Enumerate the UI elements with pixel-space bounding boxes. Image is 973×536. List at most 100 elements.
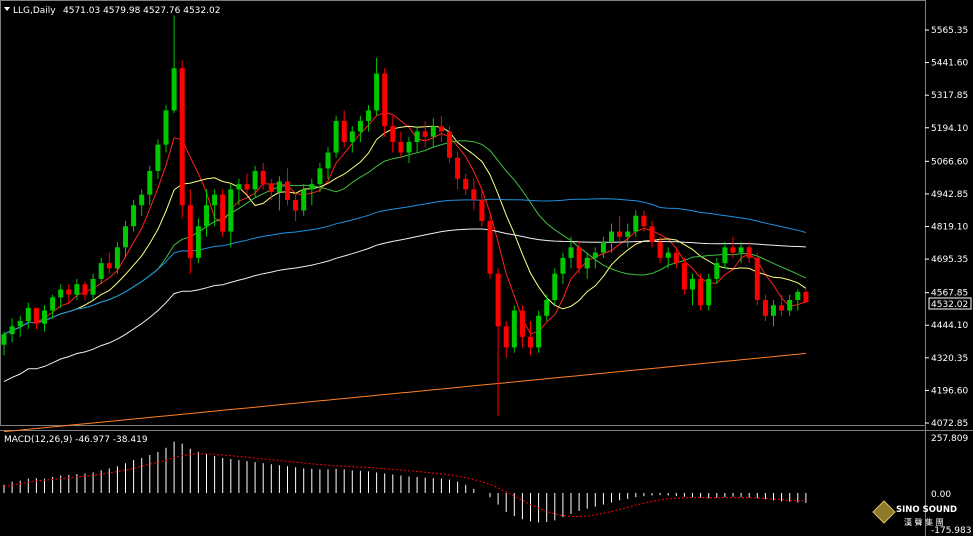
candle-body — [58, 289, 64, 298]
price-tick-label: 5194.10 — [931, 124, 968, 134]
candle-body — [698, 278, 704, 306]
candle-body — [714, 263, 720, 279]
candle-body — [528, 336, 533, 348]
candle — [139, 189, 145, 216]
candle — [66, 284, 72, 303]
candle-body — [212, 194, 218, 206]
candle-body — [438, 126, 444, 132]
candle — [155, 139, 161, 179]
candle — [9, 318, 15, 343]
candle — [771, 299, 776, 327]
candle — [503, 321, 509, 358]
sino-sound-logo: SINO SOUND 漢 聲 集 團 — [872, 500, 957, 527]
price-tick-label: 4567.85 — [931, 289, 968, 299]
candle — [187, 189, 193, 274]
candle-body — [617, 231, 623, 237]
candle-body — [681, 263, 687, 290]
candle — [495, 268, 501, 416]
candle — [762, 294, 768, 322]
candle — [544, 294, 550, 322]
candle-body — [325, 152, 331, 169]
candle-body — [171, 68, 177, 111]
candle — [374, 57, 380, 116]
candle-body — [738, 247, 744, 253]
candle — [633, 210, 639, 237]
symbol-label: LLG,Daily — [13, 6, 56, 16]
candle-body — [374, 73, 380, 111]
candle-body — [139, 194, 145, 206]
candle-body — [74, 284, 80, 295]
price-tick-label: 4320.35 — [931, 354, 968, 364]
candle-body — [276, 181, 282, 193]
candle — [98, 257, 104, 285]
candle-body — [131, 205, 137, 227]
candle-body — [301, 189, 307, 211]
candle — [738, 242, 744, 264]
candle-body — [155, 144, 161, 171]
candle-body — [673, 252, 679, 264]
candle-body — [106, 263, 112, 269]
candle-body — [657, 242, 663, 258]
candle — [163, 105, 169, 153]
candle — [422, 120, 428, 148]
logo-brand-cn: 漢 聲 集 團 — [904, 517, 944, 527]
candle-body — [495, 273, 501, 327]
price-tick-label: 4072.85 — [931, 419, 968, 429]
candle — [519, 305, 525, 348]
candle — [609, 223, 614, 253]
candle — [195, 218, 201, 264]
candle-body — [390, 126, 396, 143]
candle — [600, 236, 606, 258]
candle-body — [665, 252, 671, 258]
price-tick-label: 4942.85 — [931, 190, 968, 200]
candle — [657, 236, 663, 264]
candle — [179, 60, 185, 219]
candle-body — [82, 284, 88, 295]
candle — [25, 302, 31, 329]
candle — [698, 273, 704, 311]
candle-body — [406, 142, 412, 153]
candle-body — [66, 289, 72, 295]
candle — [714, 257, 720, 285]
candle-body — [187, 205, 193, 258]
candle-body — [722, 247, 728, 264]
candle — [293, 192, 299, 221]
candle — [244, 173, 250, 195]
candle-body — [204, 205, 209, 227]
candle — [333, 115, 339, 158]
candle-body — [463, 178, 469, 190]
candlesticks — [1, 15, 809, 416]
candle — [285, 168, 290, 206]
candle — [803, 289, 809, 304]
candle-body — [568, 247, 574, 258]
candle-body — [519, 310, 525, 337]
dropdown-triangle-icon[interactable] — [4, 7, 10, 11]
candle-body — [42, 310, 47, 324]
logo-diamond-icon — [872, 500, 896, 524]
price-tick-label: 5066.60 — [931, 157, 968, 167]
candle-body — [228, 189, 234, 232]
macd-indicator — [3, 441, 807, 523]
ma-white-line — [3, 228, 806, 383]
candle — [787, 294, 793, 316]
price-axis: 5565.35 5441.60 5317.85 5194.10 5066.60 4942.… — [925, 26, 968, 429]
candle-body — [366, 110, 371, 121]
candle — [681, 257, 687, 295]
candle-body — [179, 68, 185, 206]
candle-body — [268, 184, 274, 193]
candle-body — [649, 226, 655, 243]
candle-body — [9, 326, 15, 335]
candle — [592, 247, 598, 269]
candle-body — [341, 120, 347, 143]
candle-body — [455, 157, 461, 179]
candle-body — [600, 242, 606, 253]
candle-body — [147, 170, 153, 195]
candle — [309, 178, 315, 206]
candle — [730, 236, 736, 258]
candle-body — [382, 73, 388, 127]
candle-body — [552, 273, 558, 300]
macd-tick-top: 257.809 — [931, 434, 968, 444]
candle — [341, 110, 347, 148]
candle — [252, 165, 258, 198]
